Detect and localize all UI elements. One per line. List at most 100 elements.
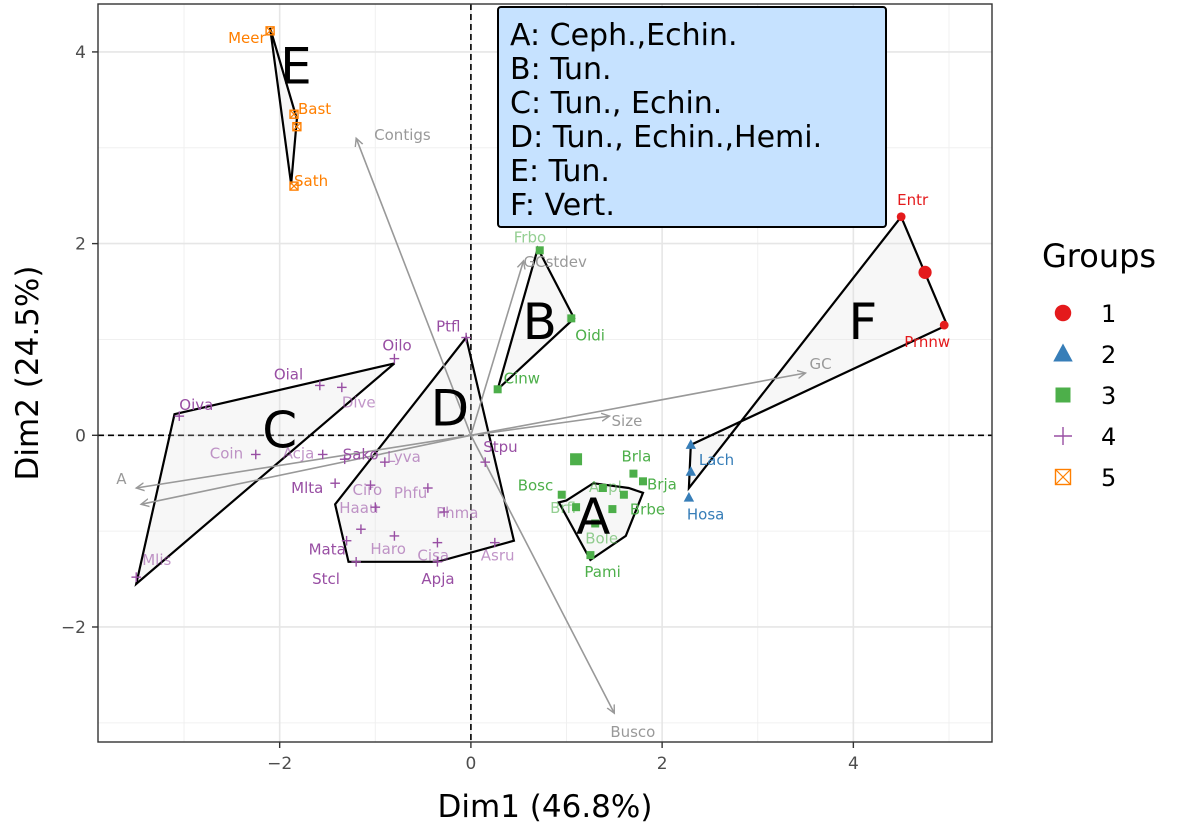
- data-point-square: [586, 551, 595, 560]
- x-axis-title: Dim1 (46.8%): [438, 789, 653, 825]
- cluster-hull-b: [495, 245, 576, 393]
- point-label: Entr: [897, 191, 929, 209]
- point-label: Bole: [585, 529, 618, 547]
- variable-arrow: [470, 373, 806, 437]
- data-point-circle: [939, 320, 949, 330]
- point-label: Oidi: [575, 326, 605, 344]
- variable-label: GCstdev: [523, 253, 587, 271]
- variable-label: A: [116, 470, 127, 488]
- cluster-letter-a: A: [576, 488, 610, 546]
- legend-label: 4: [1101, 423, 1116, 451]
- x-tick-label: 2: [657, 754, 668, 774]
- point-label: Ciro: [353, 481, 383, 499]
- cluster-letter-c: C: [262, 402, 297, 460]
- data-point-square: [535, 246, 544, 255]
- data-point-circle: [896, 212, 906, 222]
- data-point-square: [608, 505, 617, 514]
- point-label: Acja: [283, 444, 315, 462]
- data-point-square-x: [289, 109, 299, 119]
- data-point-square-x-d2: [289, 109, 299, 119]
- data-point-square-x: [289, 181, 299, 191]
- legend-label: 3: [1101, 382, 1116, 410]
- data-point-square: [598, 484, 607, 493]
- variable-arrow: [136, 434, 472, 488]
- data-point-square-x-d2: [289, 181, 299, 191]
- y-tick-label: −2: [61, 618, 86, 638]
- variable-label: Busco: [610, 723, 655, 741]
- legend-label: 1: [1101, 300, 1116, 328]
- point-label: Coin: [210, 444, 243, 462]
- annotation-line: F: Vert.: [510, 188, 615, 223]
- annotation-line: C: Tun., Echin.: [510, 86, 722, 121]
- point-label: Haro: [370, 540, 406, 558]
- annotation-line: D: Tun., Echin.,Hemi.: [510, 120, 822, 155]
- y-axis-title: Dim2 (24.5%): [10, 266, 46, 481]
- y-tick-label: 0: [75, 426, 86, 446]
- point-label: Dive: [342, 393, 376, 411]
- point-label: Oilo: [382, 337, 411, 355]
- data-point-square: [629, 469, 638, 478]
- data-point-square: [557, 490, 566, 499]
- cluster-letter-e: E: [280, 37, 312, 95]
- legend-label: 5: [1101, 464, 1116, 492]
- point-label: Lach: [699, 451, 734, 469]
- point-label: Pami: [584, 563, 620, 581]
- data-point-triangle: [685, 439, 697, 449]
- x-tick-label: 0: [465, 754, 476, 774]
- data-point-square: [1055, 387, 1071, 403]
- point-label: Bosc: [518, 477, 554, 495]
- point-label: Cisa: [417, 547, 449, 565]
- point-label: Haau: [339, 499, 378, 517]
- point-label: Brja: [647, 475, 677, 493]
- point-label: Aepl: [589, 478, 622, 496]
- data-point-triangle: [683, 491, 695, 502]
- variable-arrow: [470, 434, 614, 713]
- data-point-square: [572, 503, 581, 512]
- point-label: Lyva: [387, 448, 421, 466]
- variable-arrow: [470, 261, 524, 436]
- point-label: Asru: [481, 547, 515, 565]
- legend-label: 2: [1101, 341, 1116, 369]
- data-points: [131, 26, 949, 582]
- point-label: Frbo: [514, 228, 546, 246]
- point-label: Mata: [309, 541, 346, 559]
- cluster-hull-f: [687, 214, 949, 492]
- data-point-square-x-d2: [265, 26, 275, 36]
- cluster-hull-c: [134, 362, 396, 587]
- point-label: Apja: [421, 570, 454, 588]
- data-point-triangle: [1053, 343, 1073, 362]
- variable-label: Size: [612, 412, 643, 430]
- y-tick-label: 4: [75, 43, 86, 63]
- variable-label: GC: [810, 355, 832, 373]
- annotation-line: B: Tun.: [510, 52, 612, 87]
- point-label: Meer: [228, 29, 266, 47]
- cluster-hull-e: [269, 27, 298, 185]
- point-label: Ptfl: [436, 318, 460, 336]
- data-point-square: [591, 519, 600, 528]
- data-point-triangle: [685, 466, 697, 476]
- point-label: Oiva: [179, 396, 213, 414]
- point-label: Bast: [298, 100, 331, 118]
- x-tick-label: −2: [267, 754, 292, 774]
- point-label: Brla: [621, 448, 651, 466]
- variable-arrow: [356, 138, 472, 436]
- data-point-square-x: [292, 121, 302, 132]
- data-point-square: [619, 490, 628, 499]
- cluster-letter-f: F: [849, 293, 878, 351]
- annotation-line: E: Tun.: [510, 154, 610, 189]
- y-tick-label: 2: [75, 235, 86, 255]
- x-tick-label: 4: [848, 754, 859, 774]
- cluster-hulls: [134, 27, 949, 587]
- variable-arrow: [470, 416, 610, 437]
- data-point-circle: [918, 265, 932, 279]
- point-label: Sath: [294, 172, 328, 190]
- point-labels: Entr Prnnw Lach Hosa Frbo Oidi Cinw Brla Brja Aep…: [142, 29, 950, 588]
- data-point-square: [493, 385, 502, 394]
- point-label: Stcl: [312, 570, 340, 588]
- data-point-square: [567, 314, 576, 323]
- point-label: Hosa: [687, 506, 724, 524]
- point-label: Cinw: [504, 369, 540, 387]
- data-point-square-x-d2: [292, 122, 302, 132]
- annotation-box: A: Ceph.,Echin.B: Tun.C: Tun., Echin.D: …: [497, 6, 887, 228]
